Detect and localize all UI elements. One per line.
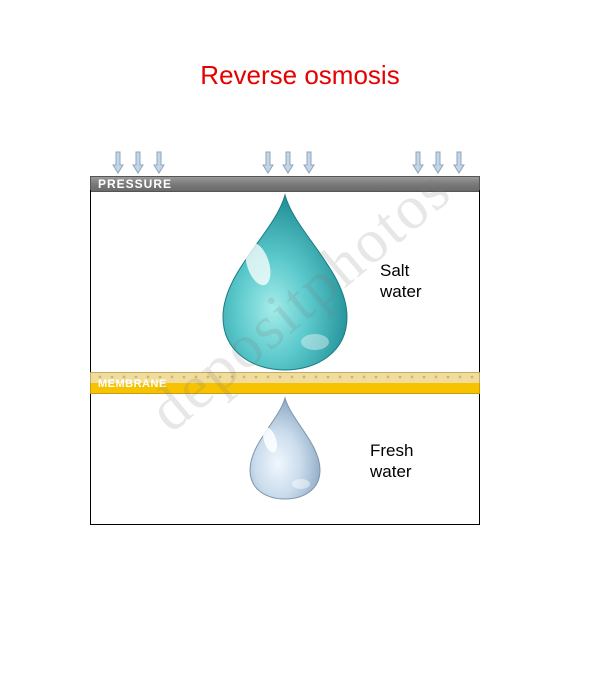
arrow-down-icon (153, 150, 165, 179)
membrane-label: MEMBRANE (98, 378, 167, 390)
pressure-label: PRESSURE (98, 177, 172, 191)
fresh-water-label: Freshwater (370, 440, 413, 483)
salt-water-drop-icon (215, 192, 355, 372)
arrow-down-icon (282, 150, 294, 179)
arrow-down-icon (453, 150, 465, 179)
arrow-down-icon (262, 150, 274, 179)
diagram-title: Reverse osmosis (0, 60, 600, 91)
salt-water-label: Saltwater (380, 260, 422, 303)
pressure-arrows-left (110, 150, 167, 179)
pressure-arrows-center (260, 150, 317, 179)
arrow-down-icon (412, 150, 424, 179)
arrow-down-icon (112, 150, 124, 179)
fresh-water-drop-icon (245, 396, 325, 501)
pressure-arrows-right (410, 150, 467, 179)
arrow-down-icon (132, 150, 144, 179)
arrow-down-icon (432, 150, 444, 179)
arrow-down-icon (303, 150, 315, 179)
